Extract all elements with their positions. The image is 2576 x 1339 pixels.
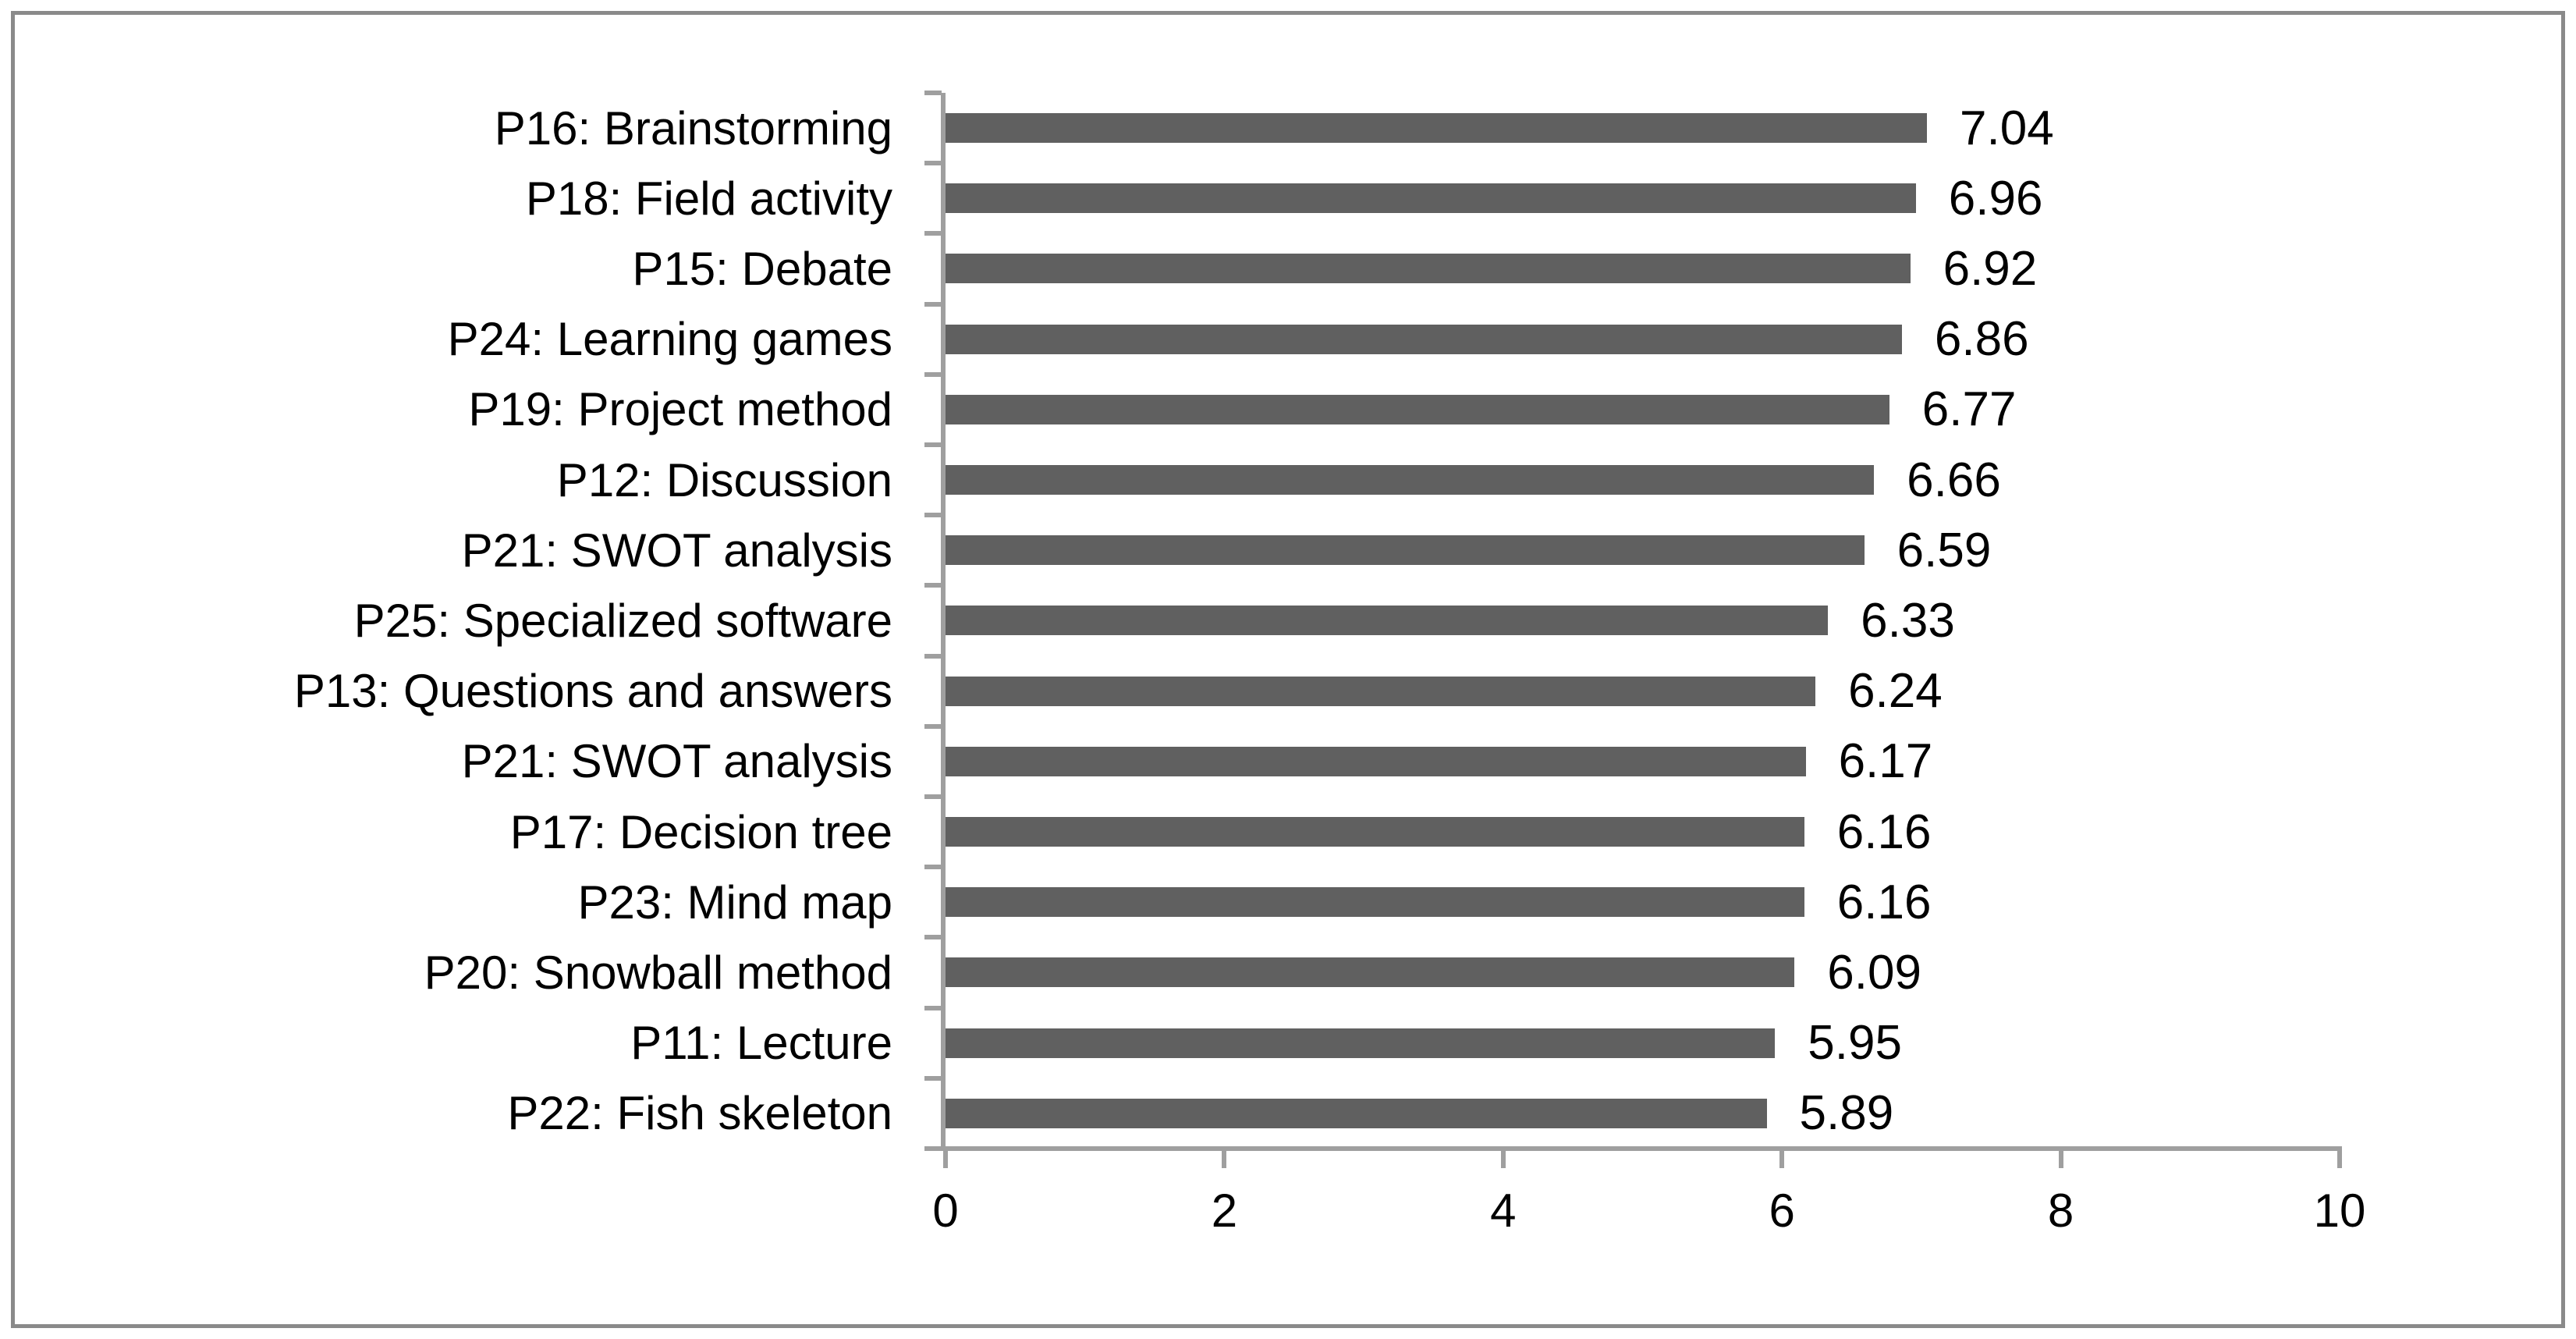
- value-label: 6.66: [1907, 453, 2001, 507]
- bar: [946, 394, 1889, 424]
- category-label: P12: Discussion: [556, 453, 892, 506]
- category-label: P17: Decision tree: [509, 805, 892, 858]
- value-label: 6.16: [1836, 875, 1932, 929]
- value-label: 6.59: [1897, 523, 1992, 577]
- y-axis-tick: [924, 231, 942, 236]
- y-axis-tick: [924, 442, 942, 447]
- chart-row: P23: Mind map 6.16: [15, 867, 2561, 937]
- x-axis-tick: [2058, 1146, 2063, 1168]
- bar: [946, 676, 1816, 706]
- value-label: 6.17: [1838, 734, 1933, 789]
- figure-border: P16: Brainstorming 7.04 P18: Field activit…: [11, 11, 2565, 1328]
- category-label: P22: Fish skeleton: [507, 1087, 892, 1140]
- bar: [946, 535, 1865, 566]
- category-label: P16: Brainstorming: [494, 101, 892, 154]
- category-label: P21: SWOT analysis: [461, 735, 892, 788]
- y-axis-tick: [924, 161, 942, 166]
- y-axis-tick: [924, 794, 942, 799]
- bar: [946, 1098, 1767, 1128]
- x-axis-tick-label: 6: [1769, 1184, 1795, 1237]
- y-axis-tick: [924, 583, 942, 588]
- bar: [946, 324, 1902, 354]
- bar: [946, 957, 1795, 988]
- chart-row: P21: SWOT analysis 6.59: [15, 515, 2561, 585]
- chart-row: P17: Decision tree 6.16: [15, 797, 2561, 867]
- y-axis-tick: [924, 865, 942, 870]
- y-axis-tick: [924, 371, 942, 377]
- x-axis-tick: [1222, 1146, 1227, 1168]
- chart-row: P15: Debate 6.92: [15, 233, 2561, 304]
- chart-row: P24: Learning games 6.86: [15, 304, 2561, 375]
- x-axis-tick-label: 2: [1211, 1184, 1238, 1237]
- y-axis-tick: [924, 513, 942, 518]
- category-label: P23: Mind map: [577, 876, 892, 929]
- x-axis-line: [941, 1146, 2342, 1151]
- bar: [946, 113, 1928, 144]
- value-label: 5.95: [1808, 1016, 1902, 1071]
- x-axis-tick-label: 10: [2313, 1184, 2366, 1237]
- y-axis-tick: [924, 1075, 942, 1081]
- x-axis-tick: [2337, 1146, 2342, 1168]
- category-label: P25: Specialized software: [353, 594, 892, 647]
- x-axis-tick-label: 8: [2047, 1184, 2074, 1237]
- category-label: P18: Field activity: [525, 172, 892, 225]
- bar: [946, 817, 1804, 847]
- category-label: P13: Questions and answers: [293, 665, 892, 718]
- bar: [946, 606, 1829, 636]
- value-label: 6.24: [1848, 664, 1943, 719]
- value-label: 6.96: [1948, 171, 2043, 226]
- bar: [946, 254, 1911, 284]
- bar: [946, 1028, 1776, 1058]
- chart-row: P25: Specialized software 6.33: [15, 585, 2561, 655]
- value-label: 6.16: [1836, 804, 1932, 859]
- x-axis-tick: [1779, 1146, 1785, 1168]
- bar: [946, 465, 1875, 495]
- y-axis-tick: [924, 1146, 942, 1151]
- chart-row: P18: Field activity 6.96: [15, 163, 2561, 233]
- x-axis-tick: [1500, 1146, 1506, 1168]
- chart-row: P21: SWOT analysis 6.17: [15, 726, 2561, 797]
- chart-row: P11: Lecture 5.95: [15, 1008, 2561, 1078]
- category-label: P20: Snowball method: [424, 946, 892, 999]
- category-label: P15: Debate: [632, 242, 892, 295]
- y-axis-tick: [924, 653, 942, 659]
- chart-row: P22: Fish skeleton 5.89: [15, 1078, 2561, 1149]
- x-axis-tick-label: 0: [932, 1184, 959, 1237]
- value-label: 6.92: [1943, 241, 2038, 296]
- y-axis-tick: [924, 723, 942, 729]
- y-axis-line: [941, 93, 946, 1151]
- value-label: 6.09: [1827, 945, 1921, 1000]
- y-axis-tick: [924, 935, 942, 940]
- category-label: P24: Learning games: [447, 313, 892, 366]
- bar: [946, 746, 1806, 776]
- value-label: 6.33: [1861, 593, 1955, 648]
- value-label: 6.86: [1934, 312, 2029, 367]
- bar: [946, 183, 1916, 214]
- value-label: 5.89: [1799, 1086, 1894, 1141]
- chart-row: P20: Snowball method 6.09: [15, 937, 2561, 1007]
- y-axis-tick: [924, 301, 942, 307]
- value-label: 7.04: [1960, 101, 2054, 155]
- y-axis-tick: [924, 91, 942, 95]
- x-axis-tick-label: 4: [1490, 1184, 1517, 1237]
- bar: [946, 887, 1804, 918]
- category-label: P11: Lecture: [630, 1017, 892, 1070]
- category-label: P21: SWOT analysis: [461, 524, 892, 577]
- chart-row: P12: Discussion 6.66: [15, 445, 2561, 515]
- value-label: 6.77: [1921, 382, 2017, 437]
- chart-row: P19: Project method 6.77: [15, 375, 2561, 445]
- chart-row: P13: Questions and answers 6.24: [15, 656, 2561, 726]
- chart-row: P16: Brainstorming 7.04: [15, 93, 2561, 163]
- category-label: P19: Project method: [468, 383, 892, 436]
- x-axis-tick: [943, 1146, 948, 1168]
- bar-chart: P16: Brainstorming 7.04 P18: Field activit…: [15, 15, 2561, 1324]
- y-axis-tick: [924, 1005, 942, 1010]
